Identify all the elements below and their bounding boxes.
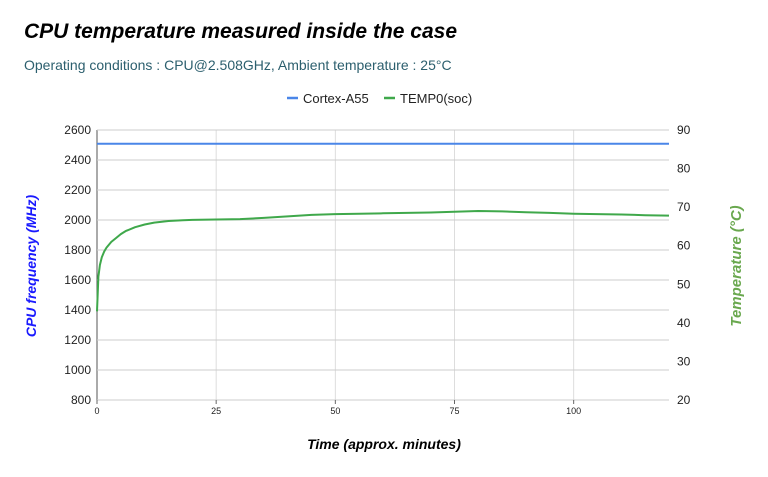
- y-tick-label-right: 20: [677, 393, 691, 407]
- y-tick-label-left: 2200: [64, 183, 91, 197]
- y-tick-label-left: 1000: [64, 363, 91, 377]
- x-tick-label: 75: [449, 406, 459, 416]
- chart-title: CPU temperature measured inside the case: [24, 20, 458, 43]
- legend[interactable]: Cortex-A55 TEMP0(soc): [287, 91, 472, 106]
- legend-label-cortex-a55: Cortex-A55: [303, 91, 369, 106]
- y-tick-label-left: 1800: [64, 243, 91, 257]
- y-axis-right-label: Temperature (°C): [728, 205, 745, 326]
- chart-subtitle: Operating conditions : CPU@2.508GHz, Amb…: [24, 57, 452, 73]
- y-tick-label-right: 50: [677, 277, 691, 291]
- y-tick-label-left: 800: [71, 393, 91, 407]
- y-tick-label-right: 40: [677, 316, 691, 330]
- y-tick-label-left: 2000: [64, 213, 91, 227]
- x-tick-label: 50: [330, 406, 340, 416]
- legend-label-temp0-soc: TEMP0(soc): [400, 91, 472, 106]
- x-axis-label: Time (approx. minutes): [307, 436, 461, 452]
- y-tick-label-right: 60: [677, 239, 691, 253]
- x-tick-label: 25: [211, 406, 221, 416]
- y-axis-left-label: CPU frequency (MHz): [23, 194, 39, 337]
- y-tick-label-left: 1400: [64, 303, 91, 317]
- y-tick-label-right: 80: [677, 162, 691, 176]
- y-tick-label-left: 2400: [64, 153, 91, 167]
- y-tick-label-left: 1600: [64, 273, 91, 287]
- y-tick-label-left: 2600: [64, 123, 91, 137]
- x-tick-label: 100: [566, 406, 581, 416]
- y-tick-label-right: 70: [677, 200, 691, 214]
- y-tick-label-right: 90: [677, 123, 691, 137]
- y-tick-label-left: 1200: [64, 333, 91, 347]
- x-tick-label: 0: [94, 406, 99, 416]
- series-line-temp0-soc: [96, 210, 670, 312]
- y-tick-label-right: 30: [677, 354, 691, 368]
